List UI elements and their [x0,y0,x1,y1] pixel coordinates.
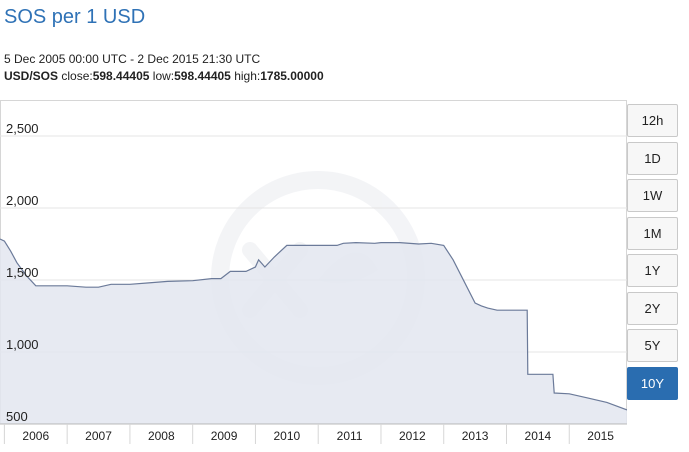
date-range: 5 Dec 2005 00:00 UTC - 2 Dec 2015 21:30 … [4,52,261,66]
x-tick-label: 2014 [525,429,552,443]
close-value: 598.44405 [92,69,150,83]
x-tick-label: 2013 [462,429,489,443]
series-area [0,239,627,424]
x-tick-label: 2006 [22,429,49,443]
close-label: close: [58,69,93,83]
x-tick-label: 2012 [399,429,426,443]
y-tick-label: 500 [6,409,28,424]
range-button-5y[interactable]: 5Y [627,329,678,362]
x-tick-label: 2008 [148,429,175,443]
y-tick-label: 1,000 [6,337,39,352]
range-buttons: 12h 1D 1W 1M 1Y 2Y 5Y 10Y [627,104,678,404]
range-button-10y[interactable]: 10Y [627,366,678,400]
y-tick-label: 1,500 [6,265,39,280]
x-tick-label: 2007 [85,429,112,443]
range-button-1w[interactable]: 1W [627,179,678,212]
x-tick-label: 2009 [211,429,238,443]
low-value: 598.44405 [174,69,231,83]
range-button-2y[interactable]: 2Y [627,291,678,325]
x-tick-label: 2010 [273,429,300,443]
stats-line: USD/SOS close:598.44405 low:598.44405 hi… [4,69,324,83]
range-button-1d[interactable]: 1D [627,141,678,175]
range-button-1m[interactable]: 1M [627,216,678,250]
high-value: 1785.00000 [260,69,324,83]
series-line [0,238,627,411]
page-title: SOS per 1 USD [4,6,146,28]
low-label: low: [149,69,175,83]
x-axis-ticks: 2006 2007 2008 2009 2010 2011 2012 2013 2014 2015 [0,423,627,444]
range-button-12h[interactable]: 12h [627,104,678,137]
exchange-rate-chart[interactable]: 500 1,000 1,500 2,000 2,500 2006 2007 2008 2009… [0,100,627,452]
range-button-1y[interactable]: 1Y [627,254,678,287]
x-tick-label: 2011 [337,429,363,443]
pair-label: USD/SOS [4,69,59,83]
x-tick-label: 2015 [587,429,614,443]
high-label: high: [230,69,261,83]
y-tick-label: 2,500 [6,121,39,136]
y-axis-ticks: 500 1,000 1,500 2,000 2,500 [6,121,39,424]
y-tick-label: 2,000 [6,193,39,208]
